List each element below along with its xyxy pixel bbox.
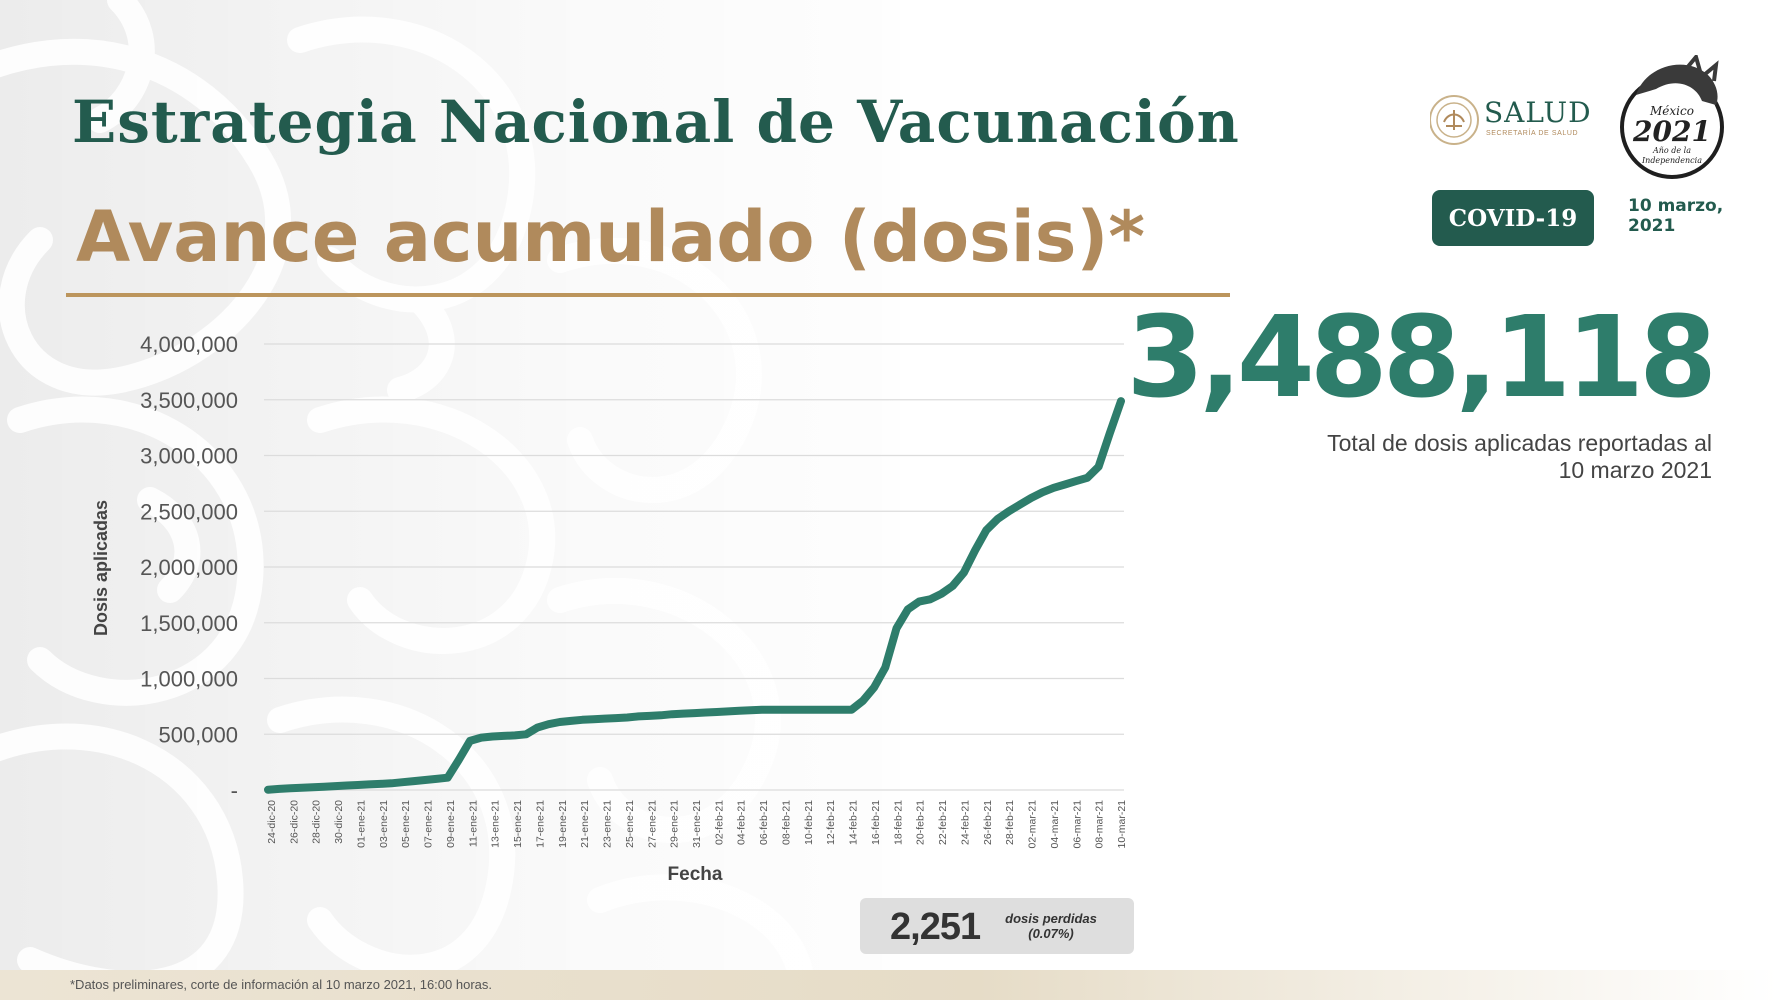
x-tick-label: 22-feb-21 [937,800,949,845]
x-tick-label: 12-feb-21 [825,800,837,845]
x-tick-label: 14-feb-21 [848,800,860,845]
x-tick-label: 07-ene-21 [423,800,435,848]
x-tick-label: 18-feb-21 [892,800,904,845]
lost-doses-label: dosis perdidas (0.07%) [996,911,1106,941]
y-tick-label: 1,500,000 [140,611,238,636]
x-tick-label: 04-mar-21 [1049,800,1061,849]
svg-text:Independencia: Independencia [1641,156,1702,165]
report-date: 10 marzo, 2021 [1628,196,1738,236]
y-tick-label: 2,000,000 [140,555,238,580]
series-line [264,397,1125,794]
x-tick-label: 24-dic-20 [266,800,278,844]
x-tick-label: 25-ene-21 [624,800,636,848]
x-tick-label: 19-ene-21 [557,800,569,848]
x-tick-label: 13-ene-21 [490,800,502,848]
x-tick-label: 26-feb-21 [982,800,994,845]
x-tick-label: 08-mar-21 [1094,800,1106,849]
page-title: Estrategia Nacional de Vacunación [72,88,1240,156]
footer-note: *Datos preliminares, corte de informació… [70,977,492,992]
report-date-line2: 2021 [1628,216,1676,236]
y-tick-label: 4,000,000 [140,332,238,357]
svg-text:2021: 2021 [1632,115,1711,148]
total-doses-caption-line2: 10 marzo 2021 [1558,457,1712,483]
lost-doses-label-line2: (0.07%) [1028,926,1074,941]
x-tick-label: 06-mar-21 [1071,800,1083,849]
report-date-line1: 10 marzo, [1628,196,1724,216]
x-tick-label: 27-ene-21 [646,800,658,848]
y-axis-label: Dosis aplicadas [91,500,111,636]
y-tick-label: 500,000 [158,722,238,747]
x-tick-label: 09-ene-21 [445,800,457,848]
x-tick-label: 28-dic-20 [311,800,323,844]
x-tick-label: 30-dic-20 [333,800,345,844]
x-tick-label: 02-feb-21 [713,800,725,845]
x-tick-label: 05-ene-21 [400,800,412,848]
total-doses-caption: Total de dosis aplicadas reportadas al 1… [1192,430,1712,484]
x-tick-label: 29-ene-21 [669,800,681,848]
x-tick-label: 15-ene-21 [512,800,524,848]
x-tick-label: 04-feb-21 [736,800,748,845]
x-tick-label: 11-ene-21 [467,800,479,847]
x-tick-label: 10-mar-21 [1116,800,1128,849]
y-tick-label: 1,000,000 [140,667,238,692]
x-tick-label: 03-ene-21 [378,800,390,848]
salud-logo-text: SALUD [1484,96,1592,129]
svg-text:México: México [1649,104,1694,118]
x-tick-label: 21-ene-21 [579,800,591,848]
y-tick-label: 3,500,000 [140,388,238,413]
footer-bar [0,970,1778,1000]
x-tick-label: 17-ene-21 [534,800,546,848]
x-tick-label: 20-feb-21 [915,800,927,845]
lost-doses-box: 2,251 dosis perdidas (0.07%) [860,898,1134,954]
x-tick-label: 01-ene-21 [355,800,367,848]
x-tick-label: 02-mar-21 [1027,800,1039,849]
y-tick-label: 2,500,000 [140,499,238,524]
x-tick-label: 26-dic-20 [288,800,300,844]
x-tick-label: 28-feb-21 [1004,800,1016,845]
x-tick-label: 06-feb-21 [758,800,770,845]
y-tick-label: 3,000,000 [140,444,238,469]
lost-doses-label-line1: dosis perdidas [1005,911,1097,926]
x-tick-label: 31-ene-21 [691,800,703,848]
salud-seal-icon [1430,95,1479,145]
total-doses-number: 3,488,118 [1126,293,1717,423]
svg-text:Año de la: Año de la [1652,146,1691,155]
total-doses-caption-line1: Total de dosis aplicadas reportadas al [1327,430,1712,456]
mexico-2021-logo-icon: México 2021 Año de la Independencia [1620,55,1724,179]
page-subtitle: Avance acumulado (dosis)* [76,196,1145,278]
x-tick-label: 23-ene-21 [602,800,614,848]
x-tick-label: 24-feb-21 [959,800,971,845]
x-tick-label: 08-feb-21 [780,800,792,845]
x-tick-label: 16-feb-21 [870,800,882,845]
x-tick-label: 10-feb-21 [803,800,815,845]
title-divider [66,293,1230,297]
lost-doses-number: 2,251 [890,906,981,948]
covid-badge: COVID-19 [1432,190,1594,246]
salud-logo-subtext: SECRETARÍA DE SALUD [1486,130,1579,137]
x-axis-label: Fecha [668,864,723,885]
y-tick-label: - [231,778,238,803]
